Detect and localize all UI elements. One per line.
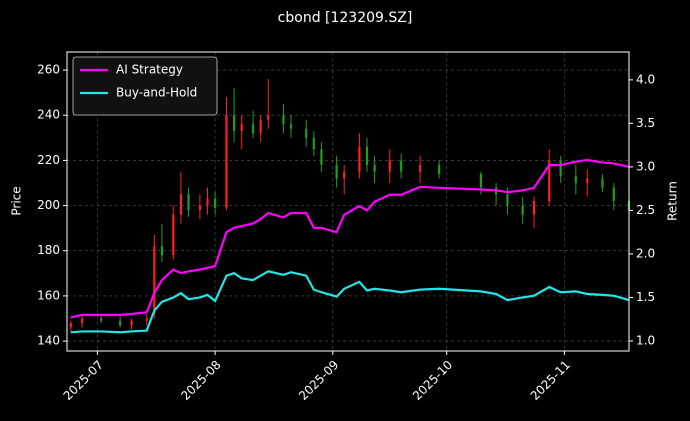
candle-body [400,160,403,172]
y2-tick-label: 3.0 [636,159,655,173]
candle-body [259,119,262,134]
candle-body [506,194,509,206]
candle-body [240,124,243,132]
candle-body [160,246,164,256]
candle-body [388,160,391,172]
candle-body [267,115,270,120]
y2-tick-label: 1.5 [636,290,655,304]
x-tick-label: 2025-07 [61,358,106,403]
candle-body [335,164,338,179]
y-tick-label: 240 [37,108,60,122]
y-tick-label: 140 [37,334,60,348]
candle-body [601,178,604,188]
candle-body [548,160,551,202]
candle-body [305,128,308,138]
candle-body [373,164,376,172]
x-tick-label: 2025-11 [528,358,573,403]
y-axis-label: Price [10,186,24,215]
y-tick-label: 160 [37,288,60,302]
y2-tick-label: 4.0 [636,72,655,86]
candle-body [438,164,441,174]
legend-box [72,56,218,116]
candle-body [521,205,524,215]
candle-body [81,318,84,323]
candle-body [100,318,103,321]
candle-body [69,322,72,328]
x-tick-label: 2025-10 [410,358,455,403]
candle-body [225,115,228,208]
candle-body [586,178,589,183]
candle-body [289,124,293,129]
x-tick-label: 2025-09 [296,358,341,403]
candle-body [479,173,483,188]
legend-label: Buy-and-Hold [116,86,197,100]
candle-body [130,320,133,326]
candle-body [532,201,536,215]
chart-title: cbond [123209.SZ] [278,10,413,26]
candle-body [153,246,156,314]
plot-frame [66,51,630,352]
candle-body [232,115,236,132]
candle-body [282,115,285,125]
x-tick-label: 2025-08 [178,358,223,403]
candle-body [213,198,217,208]
candle-body [119,320,122,326]
legend-label: AI Strategy [116,63,183,77]
candle-body [612,187,615,202]
y-tick-label: 200 [37,198,60,212]
y-tick-label: 220 [37,153,60,167]
candle-body [419,164,422,172]
y2-tick-label: 3.5 [636,116,655,130]
candle-body [145,318,148,321]
y2-axis-label: Return [666,181,680,221]
y2-tick-label: 1.0 [636,333,655,347]
candle-body [559,160,562,177]
line-series [70,270,630,334]
candle-body [251,124,255,134]
candle-body [172,214,175,256]
y2-tick-label: 2.0 [636,246,655,260]
candle-body [343,171,346,179]
line-series [70,158,630,319]
candle-body [187,194,190,211]
candle-body [179,194,183,215]
candle-body [320,149,323,165]
legend: AI Strategy Buy-and-Hold [72,56,218,116]
candle-body [206,198,209,206]
candle-body [198,205,202,211]
candle-body [574,176,577,183]
candle-body [358,146,361,172]
y2-tick-label: 2.5 [636,203,655,217]
candle-body [365,146,369,165]
y-tick-label: 260 [37,63,60,77]
candle-body [312,137,315,150]
y-tick-label: 180 [37,243,60,257]
